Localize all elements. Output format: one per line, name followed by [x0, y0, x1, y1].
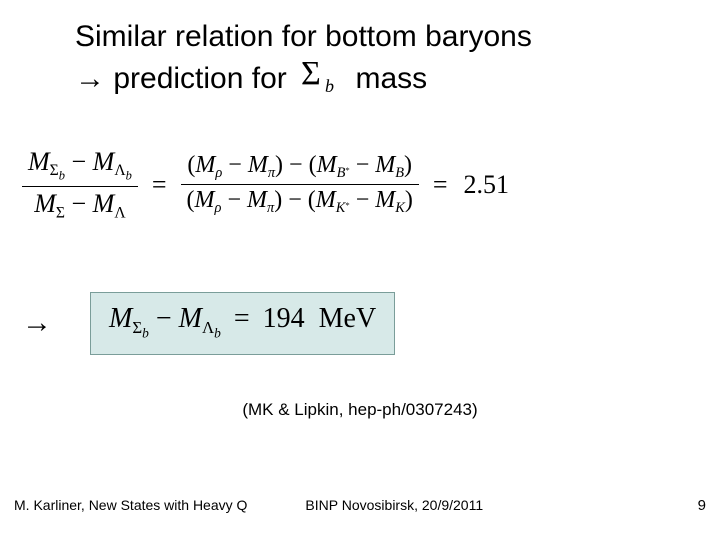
sym-M: M: [317, 152, 337, 178]
sigma-b-symbol: Σ b: [299, 56, 343, 104]
footer-venue: BINP Novosibirsk, 20/9/2011: [305, 497, 483, 513]
sym-M: M: [375, 152, 395, 178]
equation-value: 2.51: [462, 170, 510, 200]
equals-icon: =: [138, 170, 181, 200]
sub-sigma: Σ: [132, 318, 142, 337]
sym-M: M: [247, 187, 267, 213]
sub-sigma: Σ: [50, 162, 59, 179]
minus-icon: −: [71, 147, 86, 176]
arrow-icon: →: [75, 62, 105, 95]
sub-K: K: [336, 200, 346, 216]
result-box: MΣb − MΛb = 194 MeV: [90, 292, 395, 355]
title-line-2a: prediction for: [113, 62, 286, 95]
slide-title: Similar relation for bottom baryons → pr…: [75, 18, 680, 103]
sym-M: M: [109, 303, 132, 334]
sub-B: B: [395, 165, 404, 181]
minus-icon: −: [288, 187, 302, 213]
sub-rho: ρ: [215, 200, 222, 216]
title-line-2: → prediction for Σ b mass: [75, 56, 680, 104]
sym-M: M: [375, 187, 395, 213]
sub-b: b: [126, 169, 132, 183]
minus-icon: −: [71, 189, 86, 218]
equals-icon: =: [419, 170, 462, 200]
result-value: 194: [263, 303, 305, 334]
sub-lambda: Λ: [202, 318, 214, 337]
sub-lambda: Λ: [114, 204, 125, 221]
sub-b: b: [59, 169, 65, 183]
sym-M: M: [248, 152, 268, 178]
sup-star: *: [345, 200, 349, 210]
minus-icon: −: [228, 152, 242, 178]
sym-M: M: [28, 147, 50, 176]
arrow-icon: →: [22, 306, 52, 340]
svg-text:b: b: [325, 76, 334, 94]
lhs-fraction: MΣb − MΛb MΣ − MΛ: [22, 145, 138, 224]
citation: (MK & Lipkin, hep-ph/0307243): [0, 400, 720, 420]
sub-sigma: Σ: [56, 204, 65, 221]
result-unit: MeV: [319, 303, 377, 334]
sub-lambda: Λ: [114, 162, 125, 179]
sym-M: M: [34, 189, 56, 218]
main-equation: MΣb − MΛb MΣ − MΛ = (Mρ − Mπ) − (MB* − M…: [22, 145, 698, 224]
sub-K: K: [395, 200, 405, 216]
sym-M: M: [93, 147, 115, 176]
sym-M: M: [316, 187, 336, 213]
sym-M: M: [195, 152, 215, 178]
footer: M. Karliner, New States with Heavy Q BIN…: [14, 497, 706, 514]
minus-icon: −: [356, 152, 370, 178]
sym-M: M: [195, 187, 215, 213]
sym-M: M: [93, 189, 115, 218]
minus-icon: −: [227, 187, 241, 213]
title-line-1: Similar relation for bottom baryons: [75, 18, 680, 56]
minus-icon: −: [356, 187, 370, 213]
sym-M: M: [179, 303, 202, 334]
footer-author: M. Karliner, New States with Heavy Q: [14, 497, 247, 513]
sup-star: *: [345, 165, 349, 175]
equals-icon: =: [228, 303, 256, 334]
page-number: 9: [698, 497, 706, 514]
svg-text:Σ: Σ: [301, 56, 321, 92]
sub-b: b: [214, 326, 221, 341]
sub-pi: π: [268, 165, 275, 181]
minus-icon: −: [156, 303, 172, 334]
result-row: → MΣb − MΛb = 194 MeV: [22, 292, 395, 355]
sub-rho: ρ: [215, 165, 222, 181]
title-line-2b: mass: [355, 62, 427, 95]
minus-icon: −: [289, 152, 303, 178]
rhs-fraction: (Mρ − Mπ) − (MB* − MB) (Mρ − Mπ) − (MK* …: [181, 150, 419, 219]
sub-b: b: [142, 326, 149, 341]
